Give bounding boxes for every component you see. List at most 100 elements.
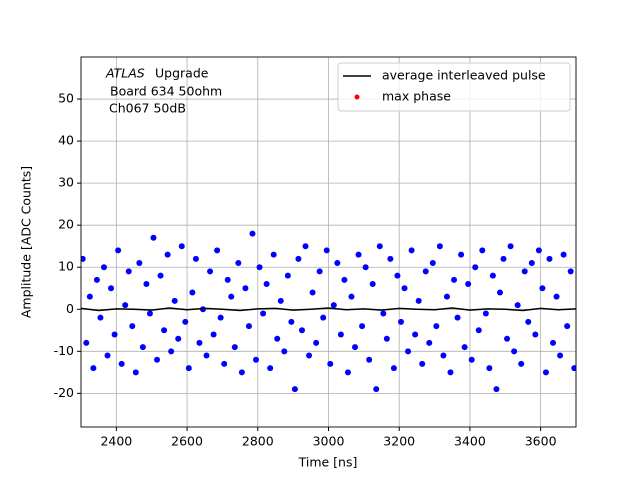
sample-point [298, 327, 305, 334]
sample-point [86, 293, 93, 300]
sample-point [256, 264, 263, 271]
y-tick-label: 30 [58, 175, 74, 190]
sample-point [231, 344, 238, 351]
sample-point [306, 352, 313, 359]
sample-point [415, 297, 422, 304]
sample-point [143, 281, 150, 288]
sample-point [150, 234, 157, 241]
x-tick-label: 2800 [242, 434, 274, 449]
sample-point [175, 335, 182, 342]
sample-point [270, 251, 277, 258]
sample-point [553, 293, 560, 300]
sample-point [210, 331, 217, 338]
y-tick-label: -10 [54, 343, 74, 358]
sample-point [433, 323, 440, 330]
sample-point [352, 344, 359, 351]
sample-point [93, 276, 100, 283]
sample-point [313, 339, 320, 346]
sample-point [217, 314, 224, 321]
sample-point [525, 318, 532, 325]
sample-point [263, 281, 270, 288]
y-tick-label: 50 [58, 91, 74, 106]
sample-point [309, 289, 316, 296]
sample-point [291, 386, 298, 393]
sample-point [203, 352, 210, 359]
y-tick-label: 0 [66, 301, 74, 316]
sample-point [104, 352, 111, 359]
sample-point [111, 331, 118, 338]
sample-point [486, 365, 493, 372]
sample-point [288, 318, 295, 325]
sample-point [528, 260, 535, 267]
sample-point [341, 276, 348, 283]
sample-point [359, 323, 366, 330]
sample-point [330, 302, 337, 309]
annotation: Board 634 50ohm [110, 84, 222, 99]
sample-point [228, 293, 235, 300]
sample-point [320, 314, 327, 321]
sample-point [115, 247, 122, 254]
sample-point [157, 272, 164, 279]
sample-point [514, 302, 521, 309]
sample-point [242, 285, 249, 292]
sample-point [154, 356, 161, 363]
sample-point [472, 264, 479, 271]
sample-point [376, 243, 383, 250]
sample-point [419, 360, 426, 367]
sample-point [567, 268, 574, 275]
sample-point [235, 260, 242, 267]
x-tick-label: 2400 [100, 434, 132, 449]
annotation: ATLAS [105, 66, 145, 81]
sample-point [125, 268, 132, 275]
sample-point [100, 264, 107, 271]
sample-point [387, 255, 394, 262]
sample-point [496, 289, 503, 296]
sample-point [249, 230, 256, 237]
sample-point [535, 247, 542, 254]
pulse-line [81, 307, 576, 312]
sample-point [83, 339, 90, 346]
sample-point [479, 247, 486, 254]
sample-point [185, 365, 192, 372]
sample-point [90, 365, 97, 372]
sample-point [245, 323, 252, 330]
sample-point [475, 327, 482, 334]
y-axis-label: Amplitude [ADC Counts] [19, 166, 34, 318]
sample-point [348, 293, 355, 300]
sample-point [500, 255, 507, 262]
legend: average interleaved pulse max phase [337, 62, 571, 112]
ticks: 2400 2600 2800 3000 3200 3400 3600 -20 -10 0 10 20 3… [54, 91, 557, 449]
sample-point [390, 365, 397, 372]
sample-point [454, 314, 461, 321]
sample-point [557, 352, 564, 359]
sample-point [493, 386, 500, 393]
sample-point [118, 360, 125, 367]
annotation: Ch067 50dB [109, 101, 186, 116]
sample-point [284, 272, 291, 279]
sample-point [443, 293, 450, 300]
sample-point [81, 255, 86, 262]
sample-point [192, 255, 199, 262]
sample-point [507, 243, 514, 250]
sample-point [362, 264, 369, 271]
sample-point [295, 255, 302, 262]
x-tick-label: 3000 [313, 434, 345, 449]
sample-point [178, 243, 185, 250]
sample-point [267, 365, 274, 372]
sample-point [461, 344, 468, 351]
sample-point [108, 285, 115, 292]
sample-point [447, 369, 454, 376]
sample-point [468, 356, 475, 363]
sample-point [383, 335, 390, 342]
plot-area [81, 230, 576, 393]
sample-point [214, 247, 221, 254]
sample-point [532, 331, 539, 338]
sample-point [482, 310, 489, 317]
sample-point [224, 276, 231, 283]
sample-point [489, 272, 496, 279]
sample-point [316, 268, 323, 275]
sample-point [196, 339, 203, 346]
sample-point [571, 365, 576, 372]
sample-point [426, 339, 433, 346]
